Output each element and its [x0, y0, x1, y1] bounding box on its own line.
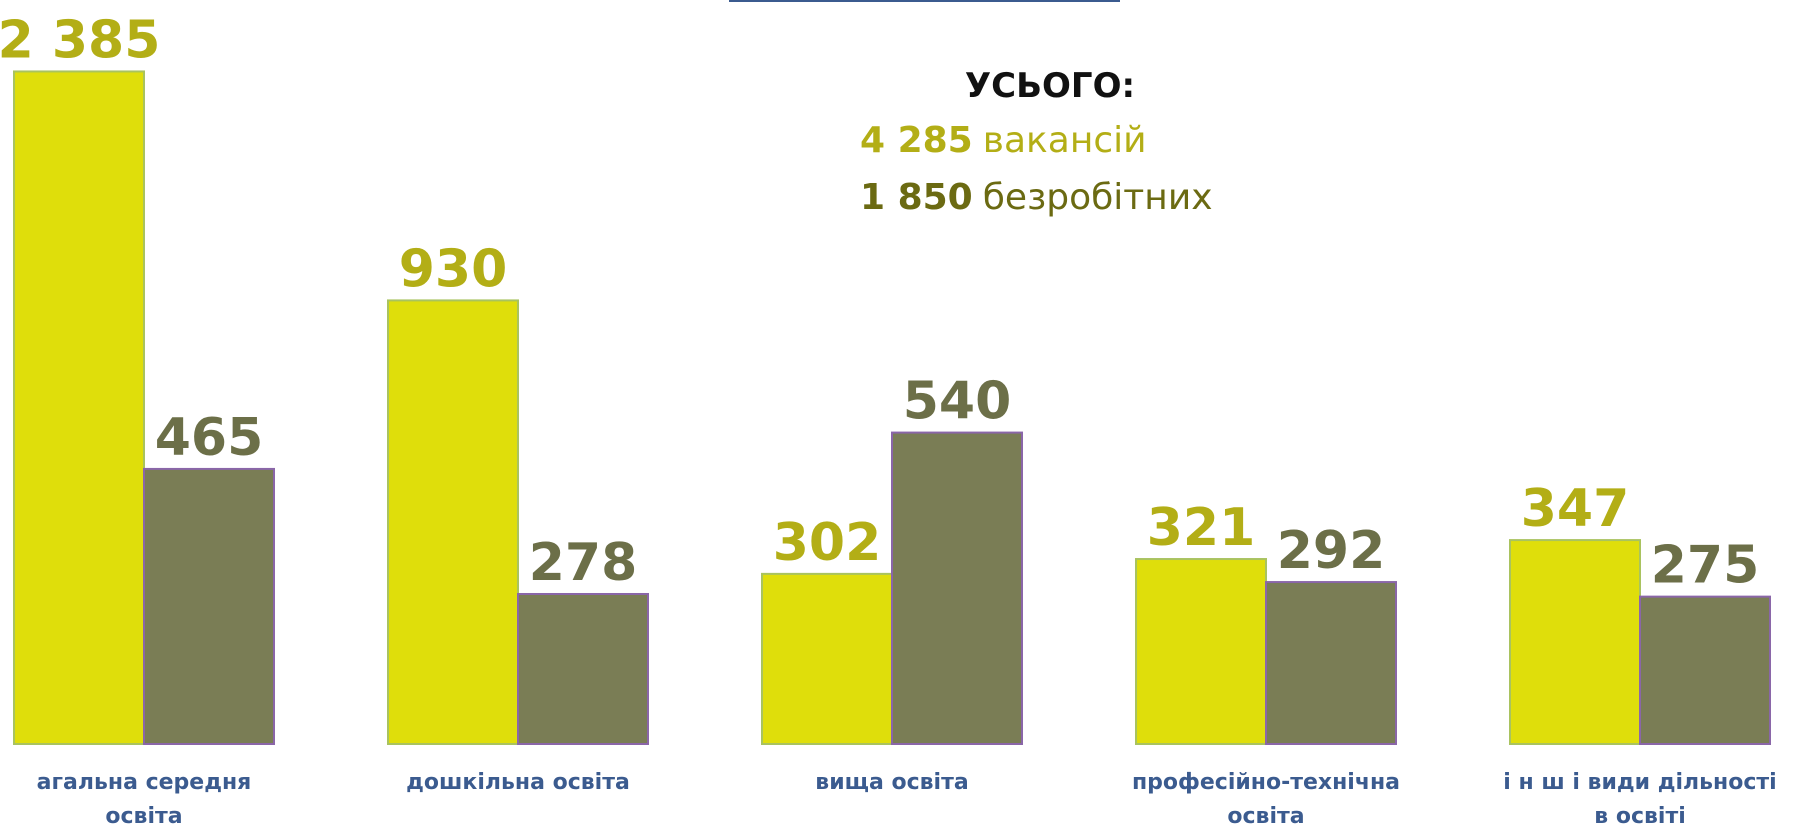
x-tick-label: професійно-технічна освіта [1131, 770, 1400, 829]
bar [891, 431, 1023, 745]
value-label: 930 [399, 239, 508, 299]
total-text: безробітних [983, 177, 1213, 218]
value-label: 321 [1147, 498, 1256, 558]
value-label: 292 [1277, 521, 1386, 581]
total-value: 4 285 [860, 120, 973, 161]
x-tick-label: вища освіта [815, 770, 969, 795]
value-label: 465 [155, 408, 264, 468]
value-label: 275 [1651, 536, 1760, 596]
x-tick-label: агальна середня освіта [36, 770, 252, 829]
x-tick-label: і н ш і види дільності в освіті [1503, 770, 1777, 829]
total-value: 1 850 [860, 177, 973, 218]
bar [517, 592, 649, 745]
value-label: 347 [1521, 479, 1630, 539]
bar [1135, 558, 1267, 745]
bar [13, 70, 145, 745]
value-label: 278 [529, 533, 638, 593]
x-tick-label: дошкільна освіта [406, 770, 630, 795]
value-label: 2 385 [0, 10, 160, 70]
value-label: 540 [903, 372, 1012, 432]
bar [1639, 595, 1771, 745]
total-title: УСЬОГО: [965, 66, 1135, 106]
total-text: вакансій [983, 120, 1147, 161]
bar [1265, 581, 1397, 746]
value-label: 302 [773, 513, 882, 573]
total-line: 1 850 безробітних [860, 177, 1213, 218]
bar [1509, 539, 1641, 745]
total-line: 4 285 вакансій [860, 120, 1147, 161]
bar [761, 572, 893, 745]
bar [143, 467, 275, 745]
bar [387, 299, 519, 745]
